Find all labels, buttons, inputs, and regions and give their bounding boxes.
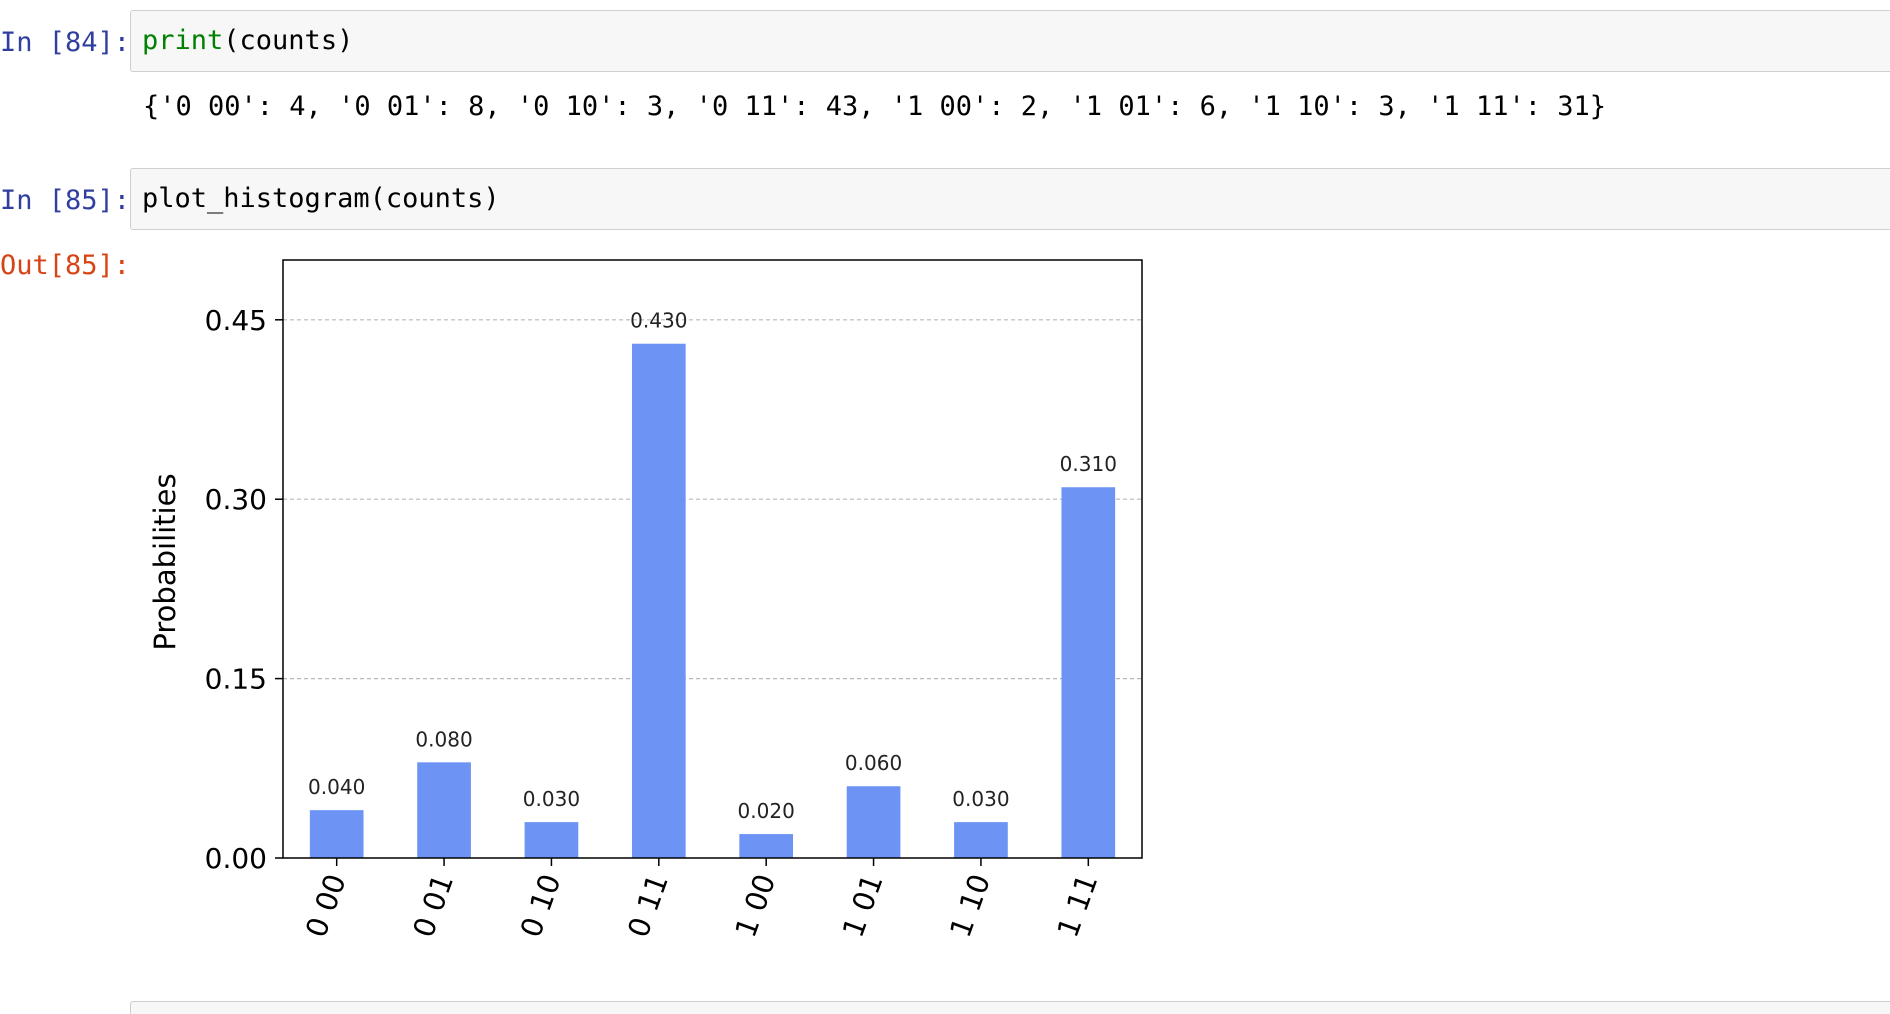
x-tick-label: 0 11 [621,870,675,942]
histogram-chart: 0.040 0 00 0.080 0 01 0.030 0 10 0.430 0 11 0.02… [148,259,1143,942]
x-tick-label: 0 10 [513,870,567,942]
cell-84-prompt: In [84]: [0,27,131,58]
code-print-args: (counts) [223,25,354,56]
y-tick-label: 0.00 [205,842,267,875]
cell-85-input[interactable]: plot_histogram(counts) [130,168,1890,230]
bar-1-10 [954,822,1008,858]
bar-value-label: 0.030 [952,787,1009,811]
bar-0-10 [524,822,579,858]
bar-value-label: 0.020 [738,799,795,823]
bar-0-01 [417,762,471,858]
bar-value-label: 0.080 [415,727,472,751]
cell-85-prompt: In [85]: [0,185,131,216]
cell-85-code[interactable]: plot_histogram(counts) [142,183,500,214]
x-tick-label: 1 10 [943,870,997,942]
bar-1-11 [1061,487,1116,858]
x-tick-label: 1 01 [836,870,890,942]
cell-84-output: {'0 00': 4, '0 01': 8, '0 10': 3, '0 11'… [143,91,1606,122]
y-tick-label: 0.30 [205,483,267,516]
bar-value-label: 0.060 [845,751,902,775]
x-tick-label: 1 00 [728,870,782,942]
next-cell-input[interactable] [130,1001,1890,1014]
cell-84-input[interactable]: print(counts) [130,10,1890,72]
bar-value-label: 0.040 [308,775,365,799]
bar-value-label: 0.030 [523,787,580,811]
y-tick-label: 0.15 [205,663,267,696]
bar-value-label: 0.310 [1060,452,1117,476]
y-axis-label: Probabilities [148,473,182,650]
code-print-builtin: print [142,25,224,56]
bar-value-label: 0.430 [630,309,687,333]
x-tick-label: 1 11 [1050,870,1104,942]
x-tick-label: 0 01 [406,870,460,942]
bar-0-00 [309,810,364,858]
cell-84-code[interactable]: print(counts) [142,25,353,56]
bar-1-01 [846,786,901,858]
x-tick-label: 0 00 [299,870,353,942]
bar-1-00 [739,834,794,858]
y-tick-label: 0.45 [205,304,267,337]
plot-frame [282,259,1143,859]
bar-0-11 [631,343,686,859]
cell-85-out-prompt: Out[85]: [0,250,131,281]
